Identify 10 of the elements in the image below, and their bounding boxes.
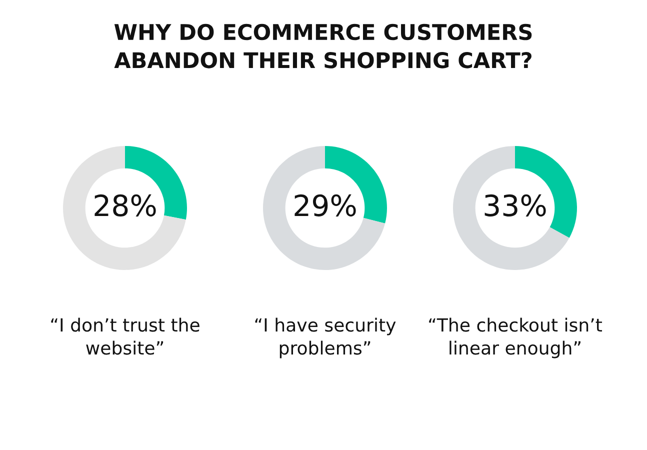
- text: “I have security problems”: [255, 318, 396, 358]
- text: “The checkout isn’t linear enough”: [429, 318, 602, 358]
- text: “I don’t trust the website”: [51, 318, 200, 355]
- data-label: 33%: [484, 194, 546, 216]
- text: WHY DO ECOMMERCE CUSTOMERS ABANDON THEIR SHOPPING CART?: [114, 24, 532, 68]
- donut-slice: [63, 146, 186, 270]
- donut-slice: [263, 146, 386, 270]
- data-label: 29%: [294, 194, 356, 216]
- data-label: 28%: [94, 194, 156, 216]
- donut-slice: [453, 146, 570, 270]
